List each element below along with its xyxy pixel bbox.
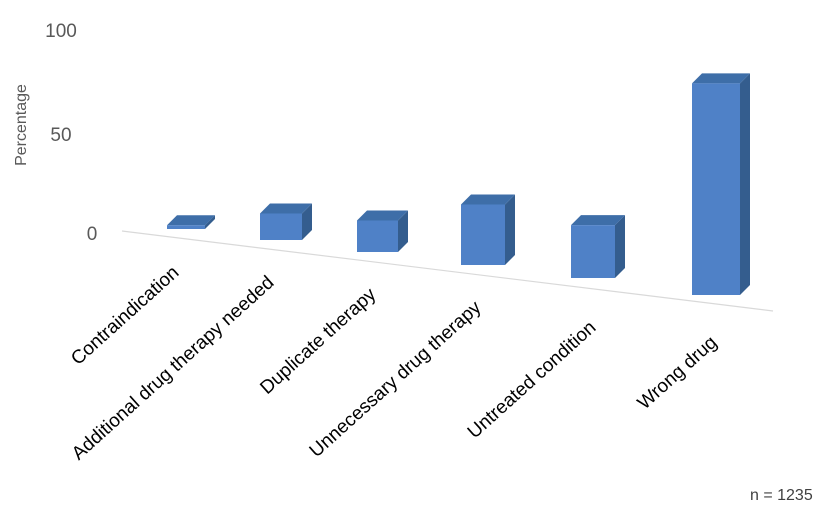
base-line <box>121 230 774 312</box>
y-tick-label: 0 <box>87 224 98 245</box>
y-tick-label: 100 <box>45 21 77 42</box>
category-label: Duplicate therapy <box>256 284 380 399</box>
bar-front <box>260 213 302 240</box>
bar-side <box>302 203 312 240</box>
bar-front <box>461 204 505 265</box>
bar-top <box>260 203 312 214</box>
bar-side <box>615 215 625 278</box>
category-label: Wrong drug <box>634 332 722 414</box>
bar-front <box>571 225 615 278</box>
bar-top <box>167 215 215 226</box>
sample-size-note: n = 1235 <box>750 487 813 504</box>
bar-side <box>740 73 750 295</box>
bars-group <box>167 73 750 295</box>
bar-top <box>692 73 750 84</box>
category-label: Additional drug therapy needed <box>68 272 278 464</box>
bar-side <box>398 210 408 252</box>
bar-top <box>357 210 408 221</box>
bar-side <box>205 215 215 229</box>
bar <box>571 215 625 278</box>
bar <box>692 73 750 295</box>
bar <box>357 210 408 252</box>
y-axis-label: Percentage <box>13 84 30 166</box>
bar <box>260 203 312 240</box>
category-label: Untreated condition <box>464 317 601 443</box>
bar-front <box>692 83 740 295</box>
bar-front <box>167 225 205 229</box>
bar-front <box>357 220 398 252</box>
category-label: Contraindication <box>67 262 183 369</box>
bar <box>461 194 515 265</box>
bar <box>167 215 215 229</box>
bar-top <box>571 215 625 226</box>
bar-side <box>505 194 515 265</box>
bar-top <box>461 194 515 205</box>
y-tick-label: 50 <box>50 125 71 146</box>
